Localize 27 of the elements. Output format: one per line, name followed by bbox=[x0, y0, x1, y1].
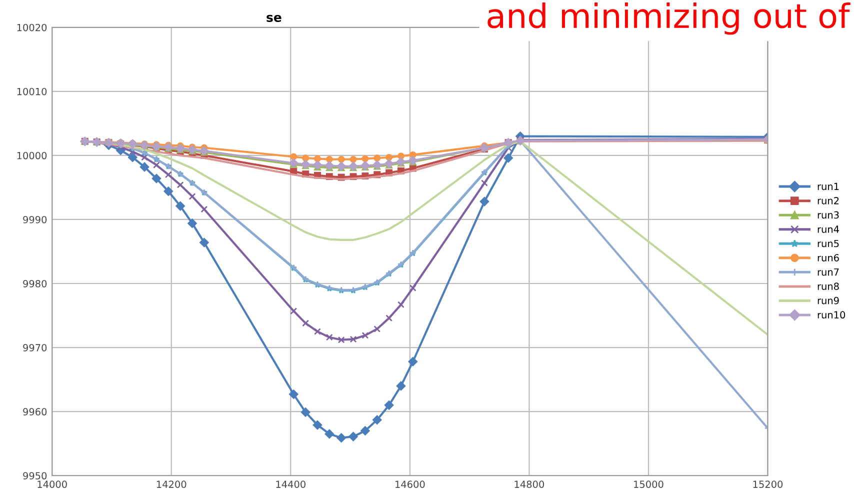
y-tick-label: 9970 bbox=[23, 344, 47, 352]
y-tick-label: 10000 bbox=[17, 152, 47, 160]
y-tick-label: 9950 bbox=[23, 472, 47, 480]
legend-label: run4 bbox=[818, 226, 839, 233]
y-tick-label: 9980 bbox=[23, 280, 47, 288]
x-tick-label: 15000 bbox=[634, 480, 664, 488]
x-tick-label: 14600 bbox=[396, 480, 425, 488]
annotation: and minimizing out of bbox=[488, 2, 850, 35]
y-tick-label: 9990 bbox=[23, 216, 47, 224]
legend-label: run2 bbox=[818, 197, 839, 204]
legend-label: run6 bbox=[818, 254, 839, 262]
y-tick-label: 10010 bbox=[17, 88, 47, 96]
x-tick-label: 14800 bbox=[514, 480, 544, 488]
x-tick-label: 14000 bbox=[38, 480, 67, 488]
legend-label: run1 bbox=[818, 182, 839, 190]
x-tick-label: 14200 bbox=[156, 480, 186, 488]
legend-label: run7 bbox=[818, 268, 839, 276]
x-tick-label: 15200 bbox=[753, 480, 783, 488]
legend-label: run10 bbox=[818, 311, 846, 319]
chart-title: se bbox=[266, 14, 282, 22]
legend-label: run3 bbox=[818, 211, 839, 219]
y-tick-label: 10020 bbox=[17, 24, 47, 32]
legend-label: run8 bbox=[818, 282, 839, 290]
x-tick-label: 14400 bbox=[276, 480, 306, 488]
legend-label: run9 bbox=[818, 296, 839, 304]
y-tick-label: 9960 bbox=[23, 408, 47, 416]
legend-label: run5 bbox=[818, 240, 839, 248]
